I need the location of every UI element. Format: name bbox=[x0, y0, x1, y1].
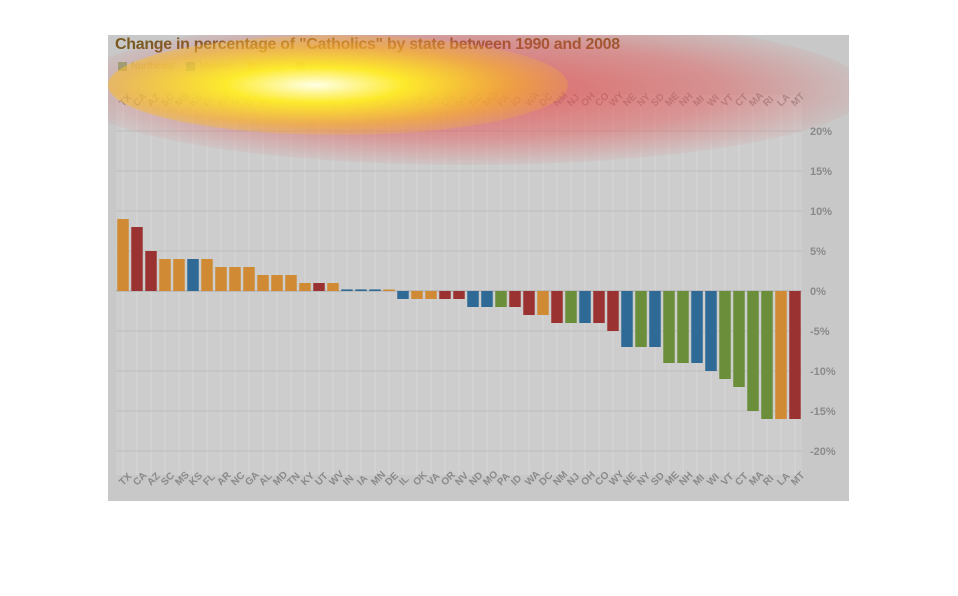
y-tick-label: -15% bbox=[810, 406, 836, 418]
bar-nm[interactable] bbox=[551, 291, 563, 323]
bar-plot: 20%15%10%5%0%-5%-10%-15%-20%TXCAAZSCMSKS… bbox=[116, 90, 836, 488]
y-tick-label: 0% bbox=[810, 286, 826, 298]
bar-wi[interactable] bbox=[705, 291, 717, 371]
y-tick-label: -10% bbox=[810, 366, 836, 378]
x-tick-label: ID bbox=[509, 473, 524, 488]
bar-co[interactable] bbox=[593, 291, 605, 323]
y-tick-label: 5% bbox=[810, 246, 826, 258]
bar-de[interactable] bbox=[383, 289, 395, 292]
bar-vt[interactable] bbox=[719, 291, 731, 379]
bar-or[interactable] bbox=[439, 291, 451, 299]
bar-ga[interactable] bbox=[243, 267, 255, 291]
bar-nd[interactable] bbox=[467, 291, 479, 307]
bar-mo[interactable] bbox=[481, 291, 493, 307]
y-tick-label: -5% bbox=[810, 326, 830, 338]
bar-sc[interactable] bbox=[159, 259, 171, 291]
bar-mt[interactable] bbox=[789, 291, 801, 419]
x-tick-label: IL bbox=[397, 474, 411, 488]
bar-ky[interactable] bbox=[299, 283, 311, 291]
bar-me[interactable] bbox=[663, 291, 675, 363]
chart-area: Change in percentage of "Catholics" by s… bbox=[108, 35, 849, 501]
bar-ma[interactable] bbox=[747, 291, 759, 411]
bar-sd[interactable] bbox=[649, 291, 661, 347]
bar-va[interactable] bbox=[425, 291, 437, 299]
bar-wa[interactable] bbox=[523, 291, 535, 315]
bar-wy[interactable] bbox=[607, 291, 619, 331]
y-tick-label: 15% bbox=[810, 166, 832, 178]
bar-ct[interactable] bbox=[733, 291, 745, 387]
bar-nh[interactable] bbox=[677, 291, 689, 363]
bar-ca[interactable] bbox=[131, 227, 143, 291]
bar-ok[interactable] bbox=[411, 291, 423, 299]
bar-ne[interactable] bbox=[621, 291, 633, 347]
y-tick-label: 20% bbox=[810, 126, 832, 138]
bar-ut[interactable] bbox=[313, 283, 325, 291]
bar-la[interactable] bbox=[775, 291, 787, 419]
bar-tn[interactable] bbox=[285, 275, 297, 291]
y-tick-label: -20% bbox=[810, 446, 836, 458]
bar-id[interactable] bbox=[509, 291, 521, 307]
bar-az[interactable] bbox=[145, 251, 157, 291]
bar-oh[interactable] bbox=[579, 291, 591, 323]
bar-nj[interactable] bbox=[565, 291, 577, 323]
x-tick-label: IA bbox=[355, 473, 370, 488]
bar-ms[interactable] bbox=[173, 259, 185, 291]
bar-nc[interactable] bbox=[229, 267, 241, 291]
bar-md[interactable] bbox=[271, 275, 283, 291]
bar-dc[interactable] bbox=[537, 291, 549, 315]
bar-wv[interactable] bbox=[327, 283, 339, 291]
bar-ks[interactable] bbox=[187, 259, 199, 291]
bar-ri[interactable] bbox=[761, 291, 773, 419]
bar-mi[interactable] bbox=[691, 291, 703, 363]
bar-tx[interactable] bbox=[117, 219, 129, 291]
bar-il[interactable] bbox=[397, 291, 409, 299]
y-tick-label: 10% bbox=[810, 206, 832, 218]
bar-pa[interactable] bbox=[495, 291, 507, 307]
bar-fl[interactable] bbox=[201, 259, 213, 291]
bar-al[interactable] bbox=[257, 275, 269, 291]
bar-ia[interactable] bbox=[355, 289, 367, 291]
bar-ar[interactable] bbox=[215, 267, 227, 291]
bar-ny[interactable] bbox=[635, 291, 647, 347]
bar-in[interactable] bbox=[341, 289, 353, 291]
bar-mn[interactable] bbox=[369, 289, 381, 291]
bar-nv[interactable] bbox=[453, 291, 465, 299]
